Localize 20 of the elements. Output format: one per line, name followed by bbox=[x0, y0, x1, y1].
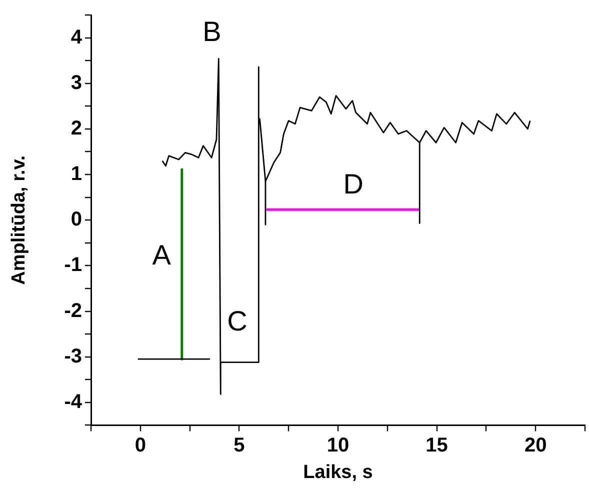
x-tick-label: 0 bbox=[134, 434, 146, 457]
y-tick-label: 4 bbox=[70, 26, 83, 48]
x-tick-label: 10 bbox=[326, 434, 350, 457]
annotation: B bbox=[202, 16, 222, 47]
y-tick-label: 1 bbox=[70, 163, 82, 186]
y-tick-label: -1 bbox=[64, 254, 82, 276]
y-tick-label: 3 bbox=[70, 72, 82, 94]
y-tick-label: -2 bbox=[64, 300, 82, 322]
y-tick-label: -3 bbox=[64, 345, 82, 368]
annotation: D bbox=[343, 168, 364, 200]
x-axis-title: Laiks, s bbox=[303, 462, 373, 483]
x-tick-label: 5 bbox=[234, 434, 245, 457]
y-tick-label: -4 bbox=[64, 390, 83, 413]
y-axis-title: Amplitūda, r.v. bbox=[8, 155, 30, 285]
x-tick-label: 15 bbox=[426, 434, 448, 457]
annotation: C bbox=[227, 305, 248, 336]
y-tick-label: 0 bbox=[70, 208, 82, 231]
x-tick-label: 20 bbox=[524, 434, 547, 457]
annotation: A bbox=[152, 240, 172, 271]
y-tick-label: 2 bbox=[70, 117, 82, 140]
